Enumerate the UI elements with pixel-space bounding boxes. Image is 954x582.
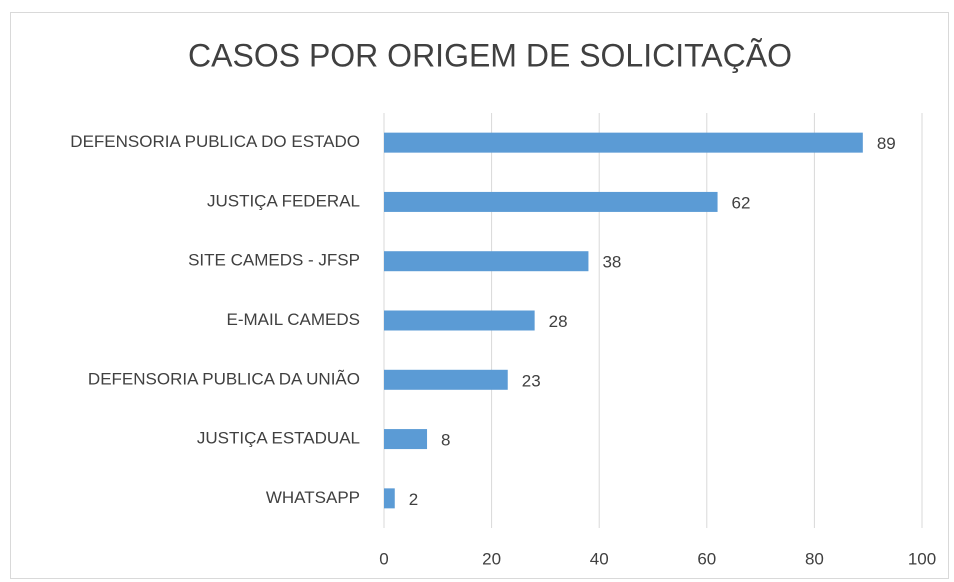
x-tick-label: 60	[697, 549, 716, 568]
x-tick-label: 20	[482, 549, 501, 568]
y-tick-label: SITE CAMEDS - JFSP	[188, 251, 360, 270]
x-tick-label: 40	[590, 549, 609, 568]
bar	[384, 191, 718, 212]
x-tick-label: 80	[805, 549, 824, 568]
data-label: 28	[549, 312, 568, 331]
data-label: 8	[441, 431, 450, 450]
bar	[384, 132, 863, 153]
chart-border	[10, 12, 949, 579]
y-tick-label: DEFENSORIA PUBLICA DA UNIÃO	[88, 369, 360, 388]
data-label: 2	[409, 490, 418, 509]
x-tick-label: 100	[908, 549, 936, 568]
bar	[384, 369, 508, 390]
chart-title: CASOS POR ORIGEM DE SOLICITAÇÃO	[188, 37, 792, 73]
x-tick-label: 0	[379, 549, 388, 568]
bar	[384, 429, 428, 450]
bar	[384, 310, 535, 331]
y-tick-label: E-MAIL CAMEDS	[226, 310, 360, 329]
y-tick-label: WHATSAPP	[266, 488, 360, 507]
bar	[384, 488, 395, 509]
bar	[384, 251, 589, 272]
y-tick-label: JUSTIÇA FEDERAL	[207, 191, 360, 210]
data-label: 89	[877, 134, 896, 153]
y-tick-label: JUSTIÇA ESTADUAL	[197, 429, 360, 448]
data-label: 23	[522, 371, 541, 390]
data-label: 62	[732, 193, 751, 212]
data-label: 38	[602, 253, 621, 272]
y-tick-label: DEFENSORIA PUBLICA DO ESTADO	[70, 132, 360, 151]
